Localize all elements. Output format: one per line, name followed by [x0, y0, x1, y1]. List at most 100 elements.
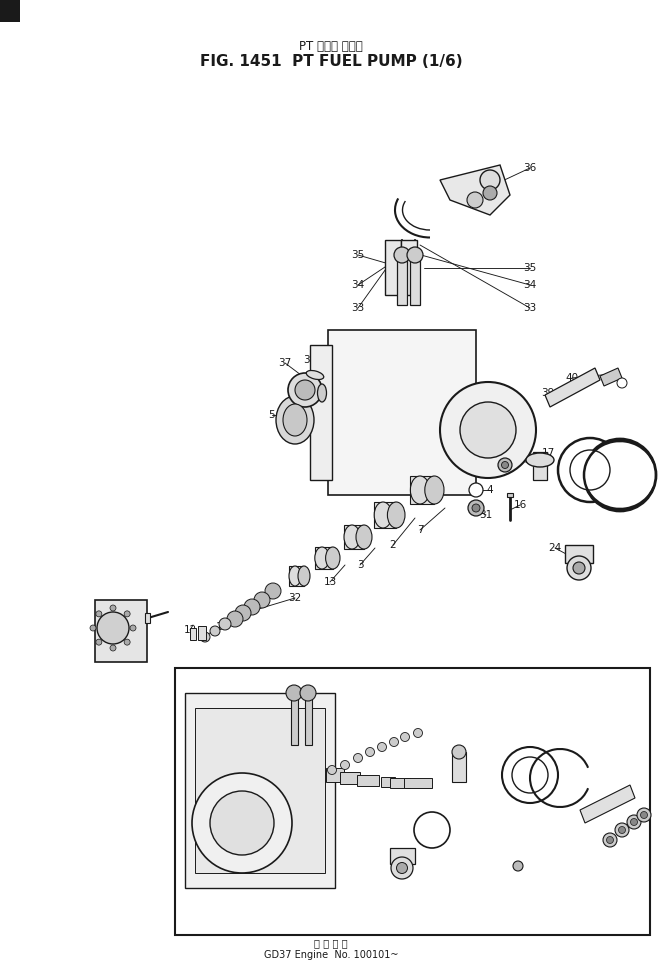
Text: 30: 30	[639, 795, 651, 805]
Circle shape	[640, 811, 648, 818]
Circle shape	[254, 592, 270, 608]
Text: 22: 22	[524, 755, 536, 765]
Text: 34: 34	[252, 677, 264, 687]
Text: 7: 7	[416, 525, 423, 535]
Circle shape	[130, 625, 136, 631]
Circle shape	[460, 402, 516, 458]
Circle shape	[97, 612, 129, 644]
Circle shape	[567, 556, 591, 580]
Circle shape	[219, 618, 231, 630]
Circle shape	[377, 743, 387, 752]
Text: 17: 17	[494, 743, 506, 753]
Text: 17: 17	[542, 448, 555, 458]
Circle shape	[502, 747, 558, 803]
Circle shape	[227, 611, 243, 627]
Text: 33: 33	[351, 303, 365, 313]
Bar	[175, 668, 650, 935]
Circle shape	[558, 438, 622, 502]
Text: 29: 29	[602, 813, 614, 823]
Circle shape	[365, 748, 375, 757]
Ellipse shape	[356, 525, 372, 549]
Bar	[0, 0, 20, 22]
Bar	[452, 752, 466, 782]
Circle shape	[389, 738, 398, 747]
Text: 35: 35	[523, 263, 536, 273]
Ellipse shape	[306, 370, 324, 379]
Circle shape	[400, 732, 410, 742]
Circle shape	[615, 823, 629, 837]
Circle shape	[300, 685, 316, 701]
Ellipse shape	[276, 396, 314, 444]
Text: 2: 2	[390, 540, 396, 550]
Bar	[385, 240, 401, 295]
Circle shape	[265, 583, 281, 599]
Bar	[410, 257, 420, 305]
Text: 15: 15	[449, 705, 461, 715]
Circle shape	[414, 812, 450, 848]
Text: 6: 6	[286, 385, 293, 395]
Circle shape	[396, 862, 408, 873]
Circle shape	[96, 611, 102, 616]
Text: 34: 34	[351, 280, 365, 290]
Circle shape	[96, 639, 102, 645]
Ellipse shape	[374, 502, 392, 528]
Bar	[390, 778, 410, 788]
Bar	[397, 257, 407, 305]
Text: 19: 19	[324, 743, 336, 753]
Ellipse shape	[283, 404, 307, 436]
Ellipse shape	[452, 745, 466, 759]
Text: 31: 31	[479, 510, 493, 520]
Ellipse shape	[298, 566, 310, 586]
Text: 34: 34	[523, 280, 536, 290]
Circle shape	[627, 815, 641, 829]
Text: 25: 25	[426, 807, 438, 817]
Bar	[305, 693, 312, 745]
Ellipse shape	[344, 525, 360, 549]
Circle shape	[607, 837, 613, 844]
Text: 4: 4	[487, 485, 493, 495]
Text: 18: 18	[349, 747, 361, 757]
Circle shape	[210, 791, 274, 855]
Bar	[565, 545, 593, 563]
Bar	[145, 613, 150, 623]
Text: 28: 28	[549, 857, 561, 867]
Bar	[190, 628, 196, 640]
Text: 27: 27	[486, 895, 499, 905]
Bar	[344, 525, 364, 549]
Bar	[381, 777, 395, 787]
Text: 14: 14	[515, 455, 528, 465]
Bar	[195, 708, 325, 873]
Text: 21: 21	[360, 763, 372, 773]
Ellipse shape	[425, 476, 444, 504]
Bar	[185, 693, 335, 888]
Text: 3: 3	[357, 560, 363, 570]
Polygon shape	[440, 165, 510, 215]
Text: 16: 16	[399, 790, 411, 800]
Circle shape	[570, 450, 610, 490]
Circle shape	[235, 605, 251, 621]
Bar	[328, 330, 476, 495]
Bar	[340, 772, 360, 784]
Text: 24: 24	[369, 845, 381, 855]
Text: 33: 33	[299, 695, 311, 705]
Bar	[326, 768, 344, 782]
Circle shape	[200, 632, 210, 642]
Circle shape	[210, 626, 220, 636]
Text: 1: 1	[305, 383, 312, 393]
Bar	[374, 502, 396, 528]
Circle shape	[288, 373, 322, 407]
Circle shape	[513, 861, 523, 871]
Text: 5: 5	[269, 410, 275, 420]
Circle shape	[498, 458, 512, 472]
Ellipse shape	[326, 547, 340, 569]
Bar	[507, 493, 513, 497]
Text: 8: 8	[252, 603, 259, 613]
Circle shape	[353, 754, 363, 762]
Text: GD37 Engine  No. 100101~: GD37 Engine No. 100101~	[264, 950, 398, 960]
Text: 22: 22	[566, 455, 579, 465]
Circle shape	[394, 247, 410, 263]
Text: 11: 11	[111, 643, 125, 653]
Polygon shape	[580, 785, 635, 823]
Text: 32: 32	[288, 593, 302, 603]
Circle shape	[295, 380, 315, 400]
